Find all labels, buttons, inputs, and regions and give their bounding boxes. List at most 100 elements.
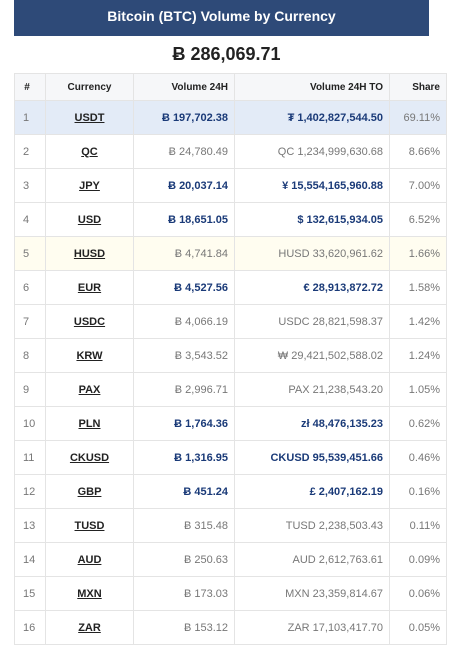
currency-link[interactable]: QC — [81, 145, 98, 158]
table-row: 16 ZAR Ƀ 153.12 ZAR 17,103,417.70 0.05% — [14, 610, 447, 645]
header-volume-to: Volume 24H TO — [234, 73, 390, 101]
row-currency-cell: QC — [45, 134, 134, 169]
currency-link[interactable]: MXN — [77, 587, 102, 600]
table-row: 13 TUSD Ƀ 315.48 TUSD 2,238,503.43 0.11% — [14, 508, 447, 543]
table-row: 9 PAX Ƀ 2,996.71 PAX 21,238,543.20 1.05% — [14, 372, 447, 407]
row-currency-cell: PAX — [45, 372, 134, 407]
row-volume: Ƀ 4,741.84 — [133, 236, 235, 271]
row-volume-to: ₩ 29,421,502,588.02 — [234, 338, 390, 373]
row-rank: 14 — [14, 542, 46, 577]
row-currency-cell: USDT — [45, 100, 134, 135]
row-currency-cell: HUSD — [45, 236, 134, 271]
table-row: 6 EUR Ƀ 4,527.56 € 28,913,872.72 1.58% — [14, 270, 447, 305]
table-row: 3 JPY Ƀ 20,037.14 ¥ 15,554,165,960.88 7.… — [14, 168, 447, 203]
row-share: 1.42% — [389, 304, 447, 339]
row-currency-cell: TUSD — [45, 508, 134, 543]
row-currency-cell: JPY — [45, 168, 134, 203]
row-volume: Ƀ 2,996.71 — [133, 372, 235, 407]
row-share: 0.09% — [389, 542, 447, 577]
row-volume: Ƀ 3,543.52 — [133, 338, 235, 373]
table-row: 15 MXN Ƀ 173.03 MXN 23,359,814.67 0.06% — [14, 576, 447, 611]
row-rank: 6 — [14, 270, 46, 305]
currency-link[interactable]: EUR — [77, 281, 102, 294]
currency-link[interactable]: USDT — [74, 111, 105, 124]
row-share: 0.06% — [389, 576, 447, 611]
row-currency-cell: GBP — [45, 474, 134, 509]
row-volume-to: € 28,913,872.72 — [234, 270, 390, 305]
row-volume: Ƀ 4,066.19 — [133, 304, 235, 339]
row-rank: 2 — [14, 134, 46, 169]
currency-link[interactable]: KRW — [76, 349, 103, 362]
row-currency-cell: CKUSD — [45, 440, 134, 475]
table-row: 10 PLN Ƀ 1,764.36 zł 48,476,135.23 0.62% — [14, 406, 447, 441]
total-volume: Ƀ 286,069.71 — [172, 43, 281, 64]
row-share: 1.58% — [389, 270, 447, 305]
row-volume-to: QC 1,234,999,630.68 — [234, 134, 390, 169]
currency-link[interactable]: AUD — [77, 553, 102, 566]
row-currency-cell: ZAR — [45, 610, 134, 645]
page-title: Bitcoin (BTC) Volume by Currency — [107, 8, 336, 24]
row-currency-cell: AUD — [45, 542, 134, 577]
row-volume: Ƀ 250.63 — [133, 542, 235, 577]
row-rank: 7 — [14, 304, 46, 339]
row-share: 1.05% — [389, 372, 447, 407]
row-share: 0.62% — [389, 406, 447, 441]
row-volume: Ƀ 20,037.14 — [133, 168, 235, 203]
row-share: 1.66% — [389, 236, 447, 271]
row-currency-cell: MXN — [45, 576, 134, 611]
table-header-row: # Currency Volume 24H Volume 24H TO Shar… — [14, 73, 447, 101]
row-currency-cell: KRW — [45, 338, 134, 373]
row-rank: 13 — [14, 508, 46, 543]
row-currency-cell: PLN — [45, 406, 134, 441]
currency-link[interactable]: ZAR — [78, 621, 101, 634]
row-rank: 11 — [14, 440, 46, 475]
row-volume-to: £ 2,407,162.19 — [234, 474, 390, 509]
currency-link[interactable]: PAX — [78, 383, 101, 396]
row-volume-to: $ 132,615,934.05 — [234, 202, 390, 237]
currency-link[interactable]: GBP — [77, 485, 102, 498]
row-volume: Ƀ 173.03 — [133, 576, 235, 611]
currency-link[interactable]: USD — [77, 213, 102, 226]
currency-link[interactable]: JPY — [79, 179, 100, 192]
header-volume: Volume 24H — [133, 73, 235, 101]
row-volume-to: CKUSD 95,539,451.66 — [234, 440, 390, 475]
row-volume-to: ZAR 17,103,417.70 — [234, 610, 390, 645]
table-row: 7 USDC Ƀ 4,066.19 USDC 28,821,598.37 1.4… — [14, 304, 447, 339]
row-rank: 9 — [14, 372, 46, 407]
table-row: 5 HUSD Ƀ 4,741.84 HUSD 33,620,961.62 1.6… — [14, 236, 447, 271]
row-share: 1.24% — [389, 338, 447, 373]
row-volume-to: HUSD 33,620,961.62 — [234, 236, 390, 271]
currency-link[interactable]: CKUSD — [69, 451, 110, 464]
currency-link[interactable]: USDC — [73, 315, 106, 328]
row-share: 0.46% — [389, 440, 447, 475]
row-volume: Ƀ 315.48 — [133, 508, 235, 543]
volume-table-container: # Currency Volume 24H Volume 24H TO Shar… — [14, 73, 447, 645]
header-share: Share — [389, 73, 447, 101]
currency-link[interactable]: PLN — [78, 417, 101, 430]
row-rank: 16 — [14, 610, 46, 645]
table-row: 11 CKUSD Ƀ 1,316.95 CKUSD 95,539,451.66 … — [14, 440, 447, 475]
row-currency-cell: USDC — [45, 304, 134, 339]
table-row: 4 USD Ƀ 18,651.05 $ 132,615,934.05 6.52% — [14, 202, 447, 237]
currency-link[interactable]: HUSD — [73, 247, 106, 260]
table-row: 14 AUD Ƀ 250.63 AUD 2,612,763.61 0.09% — [14, 542, 447, 577]
row-volume: Ƀ 1,764.36 — [133, 406, 235, 441]
header-currency: Currency — [45, 73, 134, 101]
row-rank: 15 — [14, 576, 46, 611]
row-rank: 4 — [14, 202, 46, 237]
page-title-bar: Bitcoin (BTC) Volume by Currency — [14, 0, 429, 36]
row-volume-to: ₮ 1,402,827,544.50 — [234, 100, 390, 135]
currency-link[interactable]: TUSD — [74, 519, 105, 532]
volume-table: # Currency Volume 24H Volume 24H TO Shar… — [14, 73, 447, 645]
table-row: 2 QC Ƀ 24,780.49 QC 1,234,999,630.68 8.6… — [14, 134, 447, 169]
table-row: 1 USDT Ƀ 197,702.38 ₮ 1,402,827,544.50 6… — [14, 100, 447, 135]
row-rank: 12 — [14, 474, 46, 509]
row-volume: Ƀ 1,316.95 — [133, 440, 235, 475]
row-share: 0.05% — [389, 610, 447, 645]
row-rank: 8 — [14, 338, 46, 373]
header-rank: # — [14, 73, 46, 101]
row-volume-to: AUD 2,612,763.61 — [234, 542, 390, 577]
row-currency-cell: EUR — [45, 270, 134, 305]
row-volume: Ƀ 197,702.38 — [133, 100, 235, 135]
row-volume: Ƀ 4,527.56 — [133, 270, 235, 305]
